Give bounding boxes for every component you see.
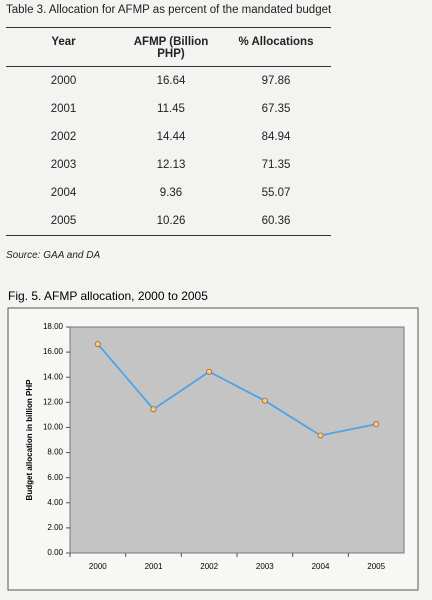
- header-cell: AFMP (Billion PHP): [121, 27, 221, 67]
- y-tick-label: 0.00: [47, 548, 63, 557]
- table-row: 2000 16.64 97.86: [6, 67, 331, 96]
- y-tick-label: 2.00: [47, 523, 63, 532]
- y-tick-label: 14.00: [43, 372, 64, 381]
- y-axis-label: Budget allocation in billion PHP: [25, 379, 34, 501]
- table-cell: 10.26: [156, 215, 186, 227]
- data-point: [317, 432, 324, 439]
- header-cell: Year: [6, 27, 121, 67]
- table-cell: 11.45: [157, 103, 185, 115]
- data-point: [150, 406, 157, 413]
- table-cell: 2001: [50, 103, 77, 115]
- y-tick-label: 8.00: [47, 448, 63, 457]
- data-point: [94, 341, 101, 348]
- header-text: Year: [51, 36, 76, 48]
- x-tick-label: 2005: [367, 562, 385, 571]
- table: Year AFMP (Billion PHP) % Allocations 2000…: [6, 27, 331, 236]
- header-cell: % Allocations: [221, 27, 331, 67]
- header-text: % Allocations: [238, 36, 314, 48]
- data-point: [373, 421, 380, 428]
- table-cell: 12.13: [156, 159, 186, 171]
- table-cell: 2003: [50, 159, 77, 171]
- table-cell: 14.44: [156, 131, 186, 143]
- table-cell: 9.36: [159, 187, 183, 199]
- table-row: 2005 10.26 60.36: [6, 207, 331, 236]
- table-row: 2004 9.36 55.07: [6, 179, 331, 207]
- table-cell: 2000: [50, 75, 77, 87]
- table-cell: 55.07: [261, 187, 291, 199]
- table-cell: 2002: [50, 131, 77, 143]
- table-cell: 2004: [50, 187, 77, 199]
- header-text: AFMP (Billion PHP): [133, 36, 209, 60]
- table-cell: 2005: [50, 215, 77, 227]
- table-body: 2000 16.64 97.86 2001 11.45 67.35 2002 14.44 84.…: [6, 67, 331, 236]
- table-cell: 60.36: [261, 215, 291, 227]
- source-note: Source: GAA and DA: [6, 250, 101, 261]
- data-line: [97, 343, 377, 437]
- y-tick-label: 12.00: [43, 397, 64, 406]
- y-tick-label: 10.00: [43, 423, 64, 432]
- x-tick-label: 2001: [145, 562, 163, 571]
- y-tick-label: 4.00: [47, 498, 63, 507]
- table-cell: 71.35: [261, 159, 291, 171]
- table-row: 2001 11.45 67.35: [6, 95, 331, 123]
- table-cell: 16.64: [156, 75, 186, 87]
- y-tick-label: 16.00: [43, 347, 64, 356]
- table-cell: 97.86: [261, 75, 291, 87]
- data-point: [206, 368, 213, 375]
- plot-area: [69, 326, 405, 554]
- x-tick-label: 2000: [89, 562, 107, 571]
- table-row: 2003 12.13 71.35: [6, 151, 331, 179]
- x-tick-label: 2003: [256, 562, 274, 571]
- y-tick-label: 6.00: [47, 473, 63, 482]
- header-row: Year AFMP (Billion PHP) % Allocations: [6, 27, 331, 67]
- data-point: [261, 397, 268, 404]
- table-row: 2002 14.44 84.94: [6, 123, 331, 151]
- chart-title: Fig. 5. AFMP allocation, 2000 to 2005: [8, 289, 208, 303]
- x-tick-label: 2002: [200, 562, 218, 571]
- table-cell: 84.94: [261, 131, 291, 143]
- x-tick-label: 2004: [312, 562, 330, 571]
- y-tick-label: 18.00: [43, 322, 64, 331]
- table-cell: 67.35: [261, 103, 291, 115]
- table-title: Table 3. Allocation for AFMP as percent …: [6, 4, 332, 16]
